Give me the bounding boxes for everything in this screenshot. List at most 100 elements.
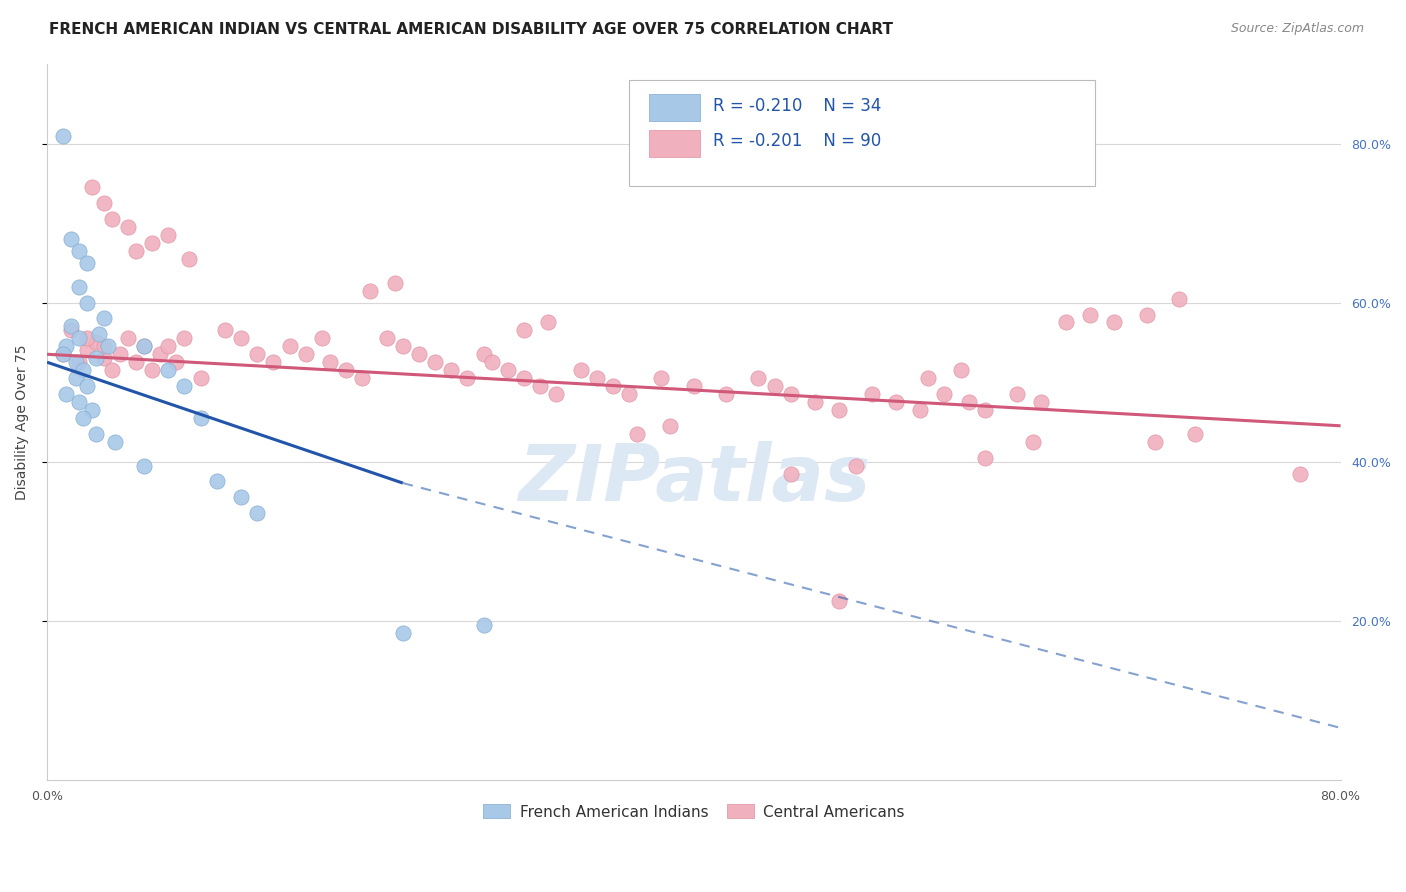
Point: [52, 347, 75, 361]
Point: [957, 395, 980, 409]
Point: [1135, 308, 1157, 322]
Point: [529, 379, 551, 393]
Point: [714, 387, 737, 401]
Point: [472, 347, 495, 361]
Point: [278, 339, 301, 353]
Point: [97, 339, 120, 353]
Point: [884, 395, 907, 409]
Point: [141, 235, 163, 250]
Point: [52, 128, 75, 143]
Point: [1143, 434, 1166, 449]
Point: [747, 371, 769, 385]
Point: [828, 593, 851, 607]
Point: [973, 450, 995, 465]
Point: [650, 371, 672, 385]
Point: [1102, 315, 1125, 329]
Point: [973, 403, 995, 417]
Point: [125, 244, 148, 258]
Point: [1184, 426, 1206, 441]
Point: [804, 395, 827, 409]
Point: [165, 355, 187, 369]
Point: [440, 363, 463, 377]
Point: [828, 403, 851, 417]
Point: [472, 617, 495, 632]
Point: [359, 284, 381, 298]
Point: [60, 323, 83, 337]
Point: [763, 379, 786, 393]
Point: [72, 363, 94, 377]
Point: [100, 363, 122, 377]
Point: [1031, 395, 1053, 409]
Point: [104, 434, 127, 449]
Point: [190, 410, 212, 425]
Point: [76, 343, 98, 358]
Point: [67, 279, 90, 293]
Point: [311, 331, 333, 345]
Y-axis label: Disability Age Over 75: Disability Age Over 75: [15, 344, 30, 500]
Point: [352, 371, 374, 385]
Point: [602, 379, 624, 393]
Point: [1054, 315, 1077, 329]
Point: [87, 327, 110, 342]
Point: [384, 276, 406, 290]
Point: [76, 331, 98, 345]
Point: [117, 331, 139, 345]
Point: [84, 426, 107, 441]
Point: [179, 252, 201, 266]
Point: [93, 339, 115, 353]
Point: [214, 323, 236, 337]
Point: [229, 331, 252, 345]
Point: [391, 625, 413, 640]
Point: [513, 323, 536, 337]
Point: [779, 467, 801, 481]
Point: [844, 458, 866, 473]
Point: [65, 371, 87, 385]
Point: [1022, 434, 1045, 449]
Legend: French American Indians, Central Americans: French American Indians, Central America…: [477, 798, 911, 826]
Point: [55, 387, 77, 401]
Point: [72, 410, 94, 425]
Point: [55, 339, 77, 353]
Point: [779, 387, 801, 401]
Point: [229, 491, 252, 505]
Point: [246, 347, 269, 361]
Point: [537, 315, 560, 329]
Point: [1167, 292, 1189, 306]
Point: [132, 339, 155, 353]
Point: [481, 355, 503, 369]
FancyBboxPatch shape: [648, 130, 700, 157]
Point: [52, 347, 75, 361]
Text: ZIPatlas: ZIPatlas: [517, 441, 870, 517]
Point: [908, 403, 931, 417]
Point: [391, 339, 413, 353]
Point: [157, 339, 180, 353]
Point: [496, 363, 519, 377]
Point: [456, 371, 478, 385]
Point: [917, 371, 939, 385]
Point: [1078, 308, 1101, 322]
Point: [1289, 467, 1312, 481]
Text: FRENCH AMERICAN INDIAN VS CENTRAL AMERICAN DISABILITY AGE OVER 75 CORRELATION CH: FRENCH AMERICAN INDIAN VS CENTRAL AMERIC…: [49, 22, 893, 37]
Point: [617, 387, 640, 401]
Point: [190, 371, 212, 385]
Text: Source: ZipAtlas.com: Source: ZipAtlas.com: [1230, 22, 1364, 36]
Point: [125, 355, 148, 369]
Point: [132, 458, 155, 473]
Point: [626, 426, 648, 441]
Point: [149, 347, 172, 361]
Point: [173, 331, 195, 345]
Point: [1005, 387, 1028, 401]
Point: [67, 355, 90, 369]
Point: [82, 180, 104, 194]
Point: [93, 196, 115, 211]
Text: R = -0.201    N = 90: R = -0.201 N = 90: [713, 132, 882, 151]
Point: [76, 256, 98, 270]
Point: [108, 347, 131, 361]
Point: [294, 347, 316, 361]
Point: [60, 232, 83, 246]
Point: [67, 395, 90, 409]
Point: [76, 379, 98, 393]
Point: [205, 475, 228, 489]
Point: [60, 319, 83, 334]
Point: [93, 351, 115, 366]
